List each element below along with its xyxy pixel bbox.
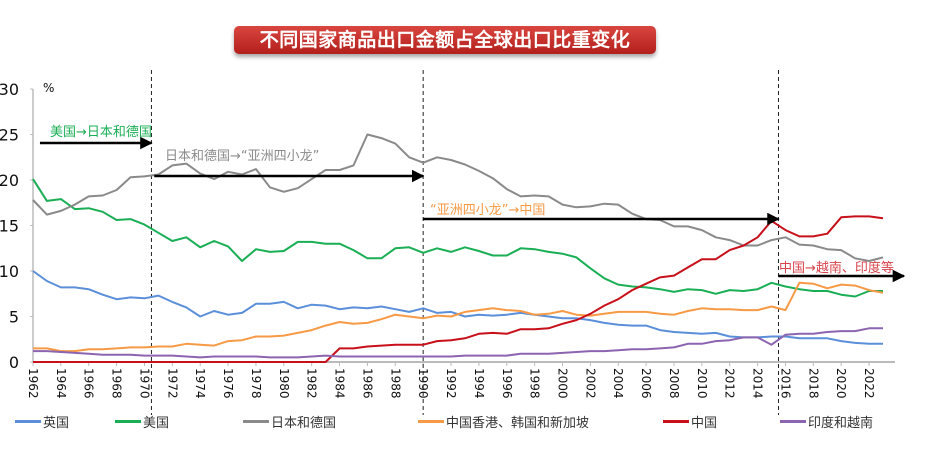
x-tick-label: 1968 xyxy=(110,368,124,399)
x-tick-label: 1962 xyxy=(26,368,40,399)
x-tick-label: 2004 xyxy=(611,368,625,399)
x-tick-label: 2010 xyxy=(695,368,709,399)
x-tick-label: 1988 xyxy=(388,368,402,399)
legend-item: 日本和德国 xyxy=(243,412,336,431)
legend-item: 印度和越南 xyxy=(780,412,873,431)
annotation-tigers-to-china: “亚洲四小龙”→中国 xyxy=(430,203,546,218)
legend-label: 美国 xyxy=(143,416,170,431)
x-tick-label: 1964 xyxy=(54,368,68,399)
y-tick-label: 0 xyxy=(9,353,19,372)
x-tick-label: 1990 xyxy=(416,368,430,399)
series-line-4 xyxy=(33,215,884,363)
legend-item: 中国香港、韩国和新加坡 xyxy=(418,412,589,431)
x-tick-label: 1982 xyxy=(305,368,319,399)
x-tick-label: 1992 xyxy=(444,368,458,399)
legend-swatch xyxy=(663,420,689,423)
series-line-0 xyxy=(32,270,883,345)
chart-title: 不同国家商品出口金额占全球出口比重变化 xyxy=(234,26,656,54)
x-tick-label: 2002 xyxy=(583,368,597,399)
legend-label: 印度和越南 xyxy=(808,416,874,431)
x-tick-label: 1994 xyxy=(472,368,486,399)
series-line-5 xyxy=(33,327,883,359)
x-tick-label: 2018 xyxy=(806,368,820,399)
x-tick-label: 1980 xyxy=(277,368,291,399)
series-line-2 xyxy=(32,133,884,262)
legend-swatch xyxy=(115,420,141,423)
y-tick-label: 5 xyxy=(9,308,19,327)
x-tick-label: 1978 xyxy=(249,368,263,399)
series-line-1 xyxy=(32,178,883,298)
legend-swatch xyxy=(243,420,269,423)
legend-item: 中国 xyxy=(663,412,717,431)
x-tick-label: 1974 xyxy=(193,368,207,399)
legend-label: 英国 xyxy=(43,416,70,431)
y-tick-label: 10 xyxy=(0,262,19,281)
x-tick-label: 2006 xyxy=(639,368,653,399)
x-tick-label: 2022 xyxy=(862,368,876,399)
x-tick-label: 1986 xyxy=(360,368,374,399)
legend-swatch xyxy=(418,420,444,423)
legend-swatch xyxy=(780,420,806,423)
x-tick-label: 2008 xyxy=(667,368,681,399)
annotation-jp-de-to-tigers: 日本和德国→“亚洲四小龙” xyxy=(165,149,320,164)
legend-item: 美国 xyxy=(115,412,169,431)
y-tick-label: 20 xyxy=(0,171,19,190)
legend: 英国 美国 日本和德国 中国香港、韩国和新加坡 中国 印度和越南 xyxy=(0,412,927,432)
series-line-3 xyxy=(33,281,884,353)
y-axis-label: % xyxy=(43,81,54,95)
legend-swatch xyxy=(15,420,41,423)
annotation-us-to-jp-de: 美国→日本和德国 xyxy=(50,125,152,140)
y-tick-label: 30 xyxy=(0,80,19,99)
x-tick-label: 1976 xyxy=(221,368,235,399)
legend-label: 中国 xyxy=(691,416,718,431)
x-tick-label: 2016 xyxy=(778,368,792,399)
x-tick-label: 1972 xyxy=(165,368,179,399)
y-tick-label: 25 xyxy=(0,126,19,145)
x-tick-label: 1998 xyxy=(528,368,542,399)
x-tick-label: 2014 xyxy=(751,368,765,399)
x-tick-label: 1966 xyxy=(82,368,96,399)
x-tick-label: 2000 xyxy=(556,368,570,399)
y-tick-label: 15 xyxy=(0,217,19,236)
legend-item: 英国 xyxy=(15,412,69,431)
x-tick-label: 1996 xyxy=(500,368,514,399)
x-tick-label: 1984 xyxy=(333,368,347,399)
annotation-china-to-vn-in: 中国→越南、印度等 xyxy=(779,261,894,276)
x-tick-label: 1970 xyxy=(137,368,151,399)
legend-label: 日本和德国 xyxy=(271,416,337,431)
x-tick-label: 2012 xyxy=(723,368,737,399)
x-tick-label: 2020 xyxy=(834,368,848,399)
legend-label: 中国香港、韩国和新加坡 xyxy=(446,416,590,431)
